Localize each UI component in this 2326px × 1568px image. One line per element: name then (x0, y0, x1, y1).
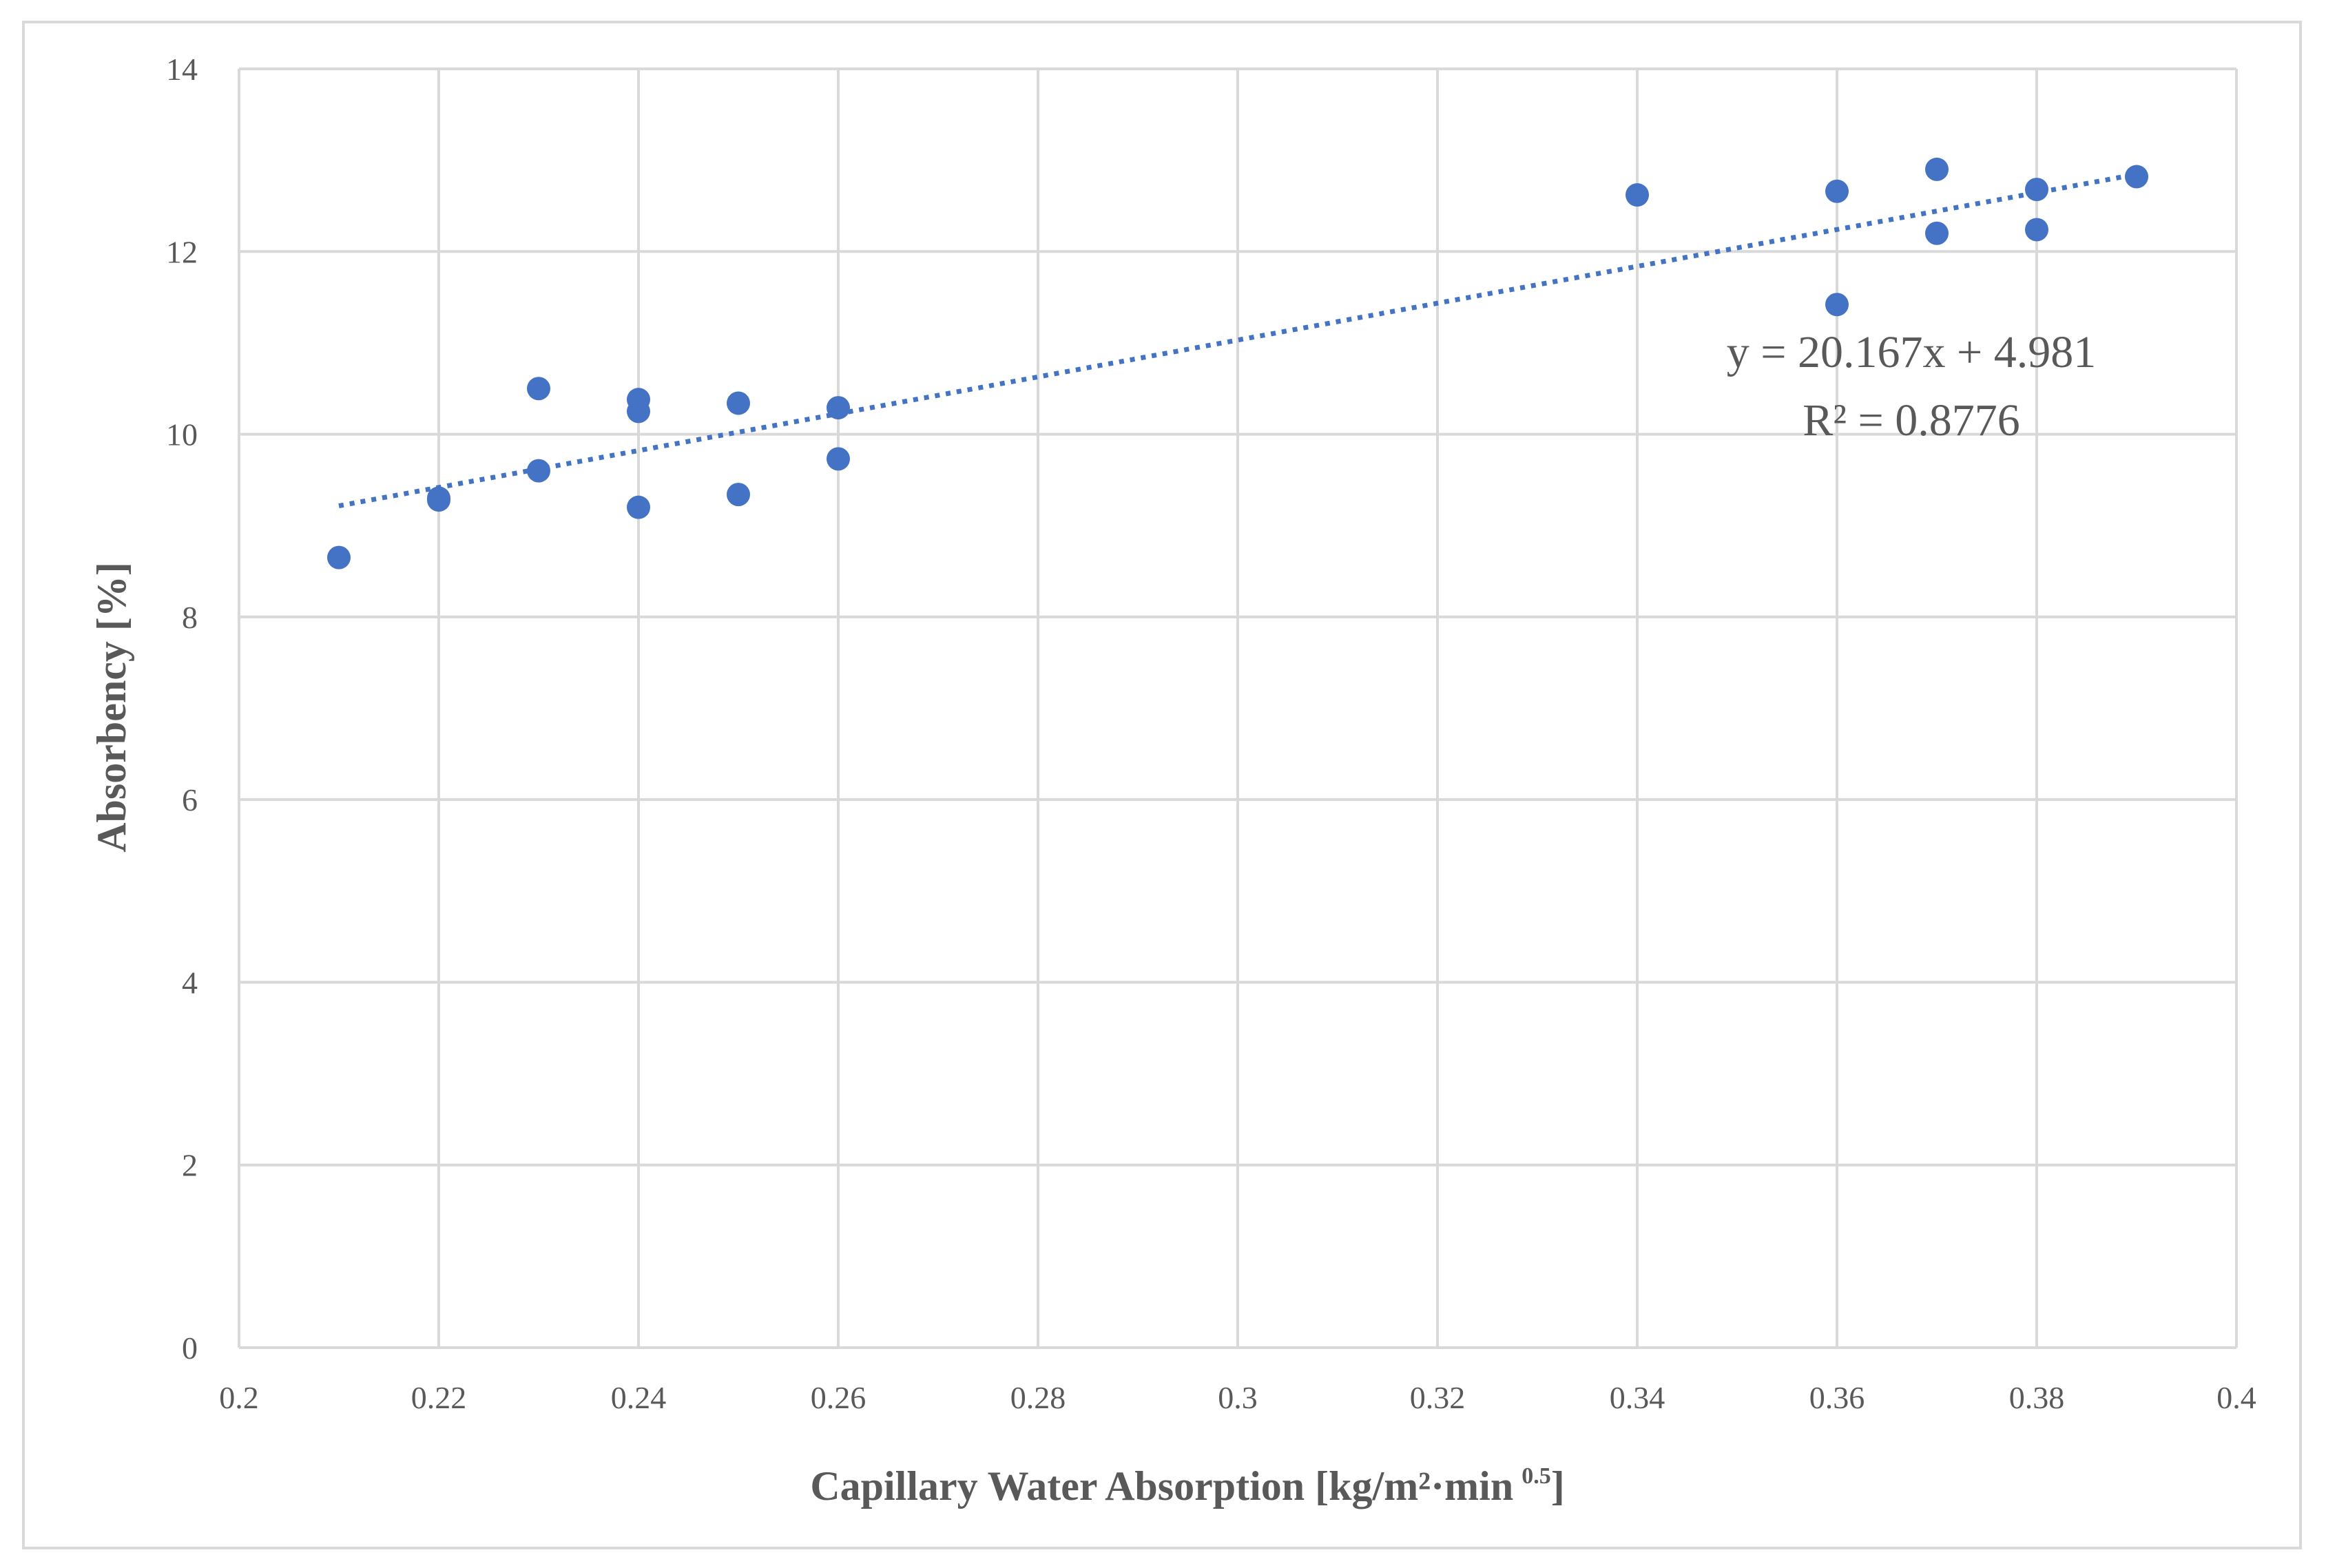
data-point (527, 377, 550, 401)
trendline-equation: y = 20.167x + 4.981 (1727, 327, 2096, 377)
y-tick-label: 4 (182, 965, 198, 1000)
data-point (627, 495, 650, 519)
y-tick-label: 2 (182, 1148, 198, 1183)
data-point (1925, 157, 1949, 181)
data-point (727, 483, 750, 507)
data-point (827, 396, 850, 420)
y-tick-label: 14 (166, 52, 198, 87)
data-point (427, 488, 450, 512)
x-axis-title-close: ] (1551, 1463, 1565, 1509)
x-tick-label: 0.22 (411, 1380, 467, 1415)
data-point (527, 459, 550, 483)
x-tick-label: 0.4 (2216, 1380, 2256, 1415)
x-tick-label: 0.3 (1218, 1380, 1258, 1415)
x-tick-label: 0.2 (219, 1380, 259, 1415)
x-axis-title: Capillary Water Absorption [kg/m²·min 0.5… (810, 1463, 1564, 1509)
x-axis-ticks: 0.2 0.22 0.24 0.26 0.28 0.3 0.32 0.34 0.36 0.38 0.… (219, 1380, 2256, 1415)
y-tick-label: 10 (166, 417, 198, 452)
y-axis-ticks: 0 2 4 6 8 10 12 14 (166, 52, 198, 1366)
data-point (1925, 221, 1949, 245)
x-axis-title-superscript: 0.5 (1522, 1463, 1551, 1489)
data-point (1825, 293, 1849, 317)
x-tick-label: 0.34 (1610, 1380, 1665, 1415)
y-tick-label: 6 (182, 782, 198, 817)
trendline-group (338, 171, 2137, 508)
data-point (2025, 178, 2048, 202)
data-point (827, 447, 850, 471)
data-points (327, 157, 2148, 569)
x-tick-label: 0.36 (1809, 1380, 1865, 1415)
data-point (627, 399, 650, 424)
data-point (2125, 165, 2148, 189)
data-point (1825, 179, 1849, 203)
trendline-r-squared: R² = 0.8776 (1803, 395, 2020, 446)
data-point (727, 391, 750, 415)
gridlines (238, 67, 2238, 1349)
x-tick-label: 0.38 (2009, 1380, 2065, 1415)
y-tick-label: 12 (166, 234, 198, 269)
trendline (338, 171, 2137, 508)
x-tick-label: 0.26 (811, 1380, 866, 1415)
y-axis-title: Absorbency [%] (89, 562, 134, 853)
y-tick-label: 8 (182, 600, 198, 635)
data-point (1626, 183, 1649, 207)
data-point (327, 545, 351, 569)
x-axis-title-main: Capillary Water Absorption [kg/m²·min (810, 1463, 1513, 1509)
y-tick-label: 0 (182, 1330, 198, 1366)
data-point (2025, 218, 2048, 242)
x-tick-label: 0.24 (611, 1380, 667, 1415)
x-tick-label: 0.32 (1410, 1380, 1466, 1415)
x-tick-label: 0.28 (1010, 1380, 1066, 1415)
